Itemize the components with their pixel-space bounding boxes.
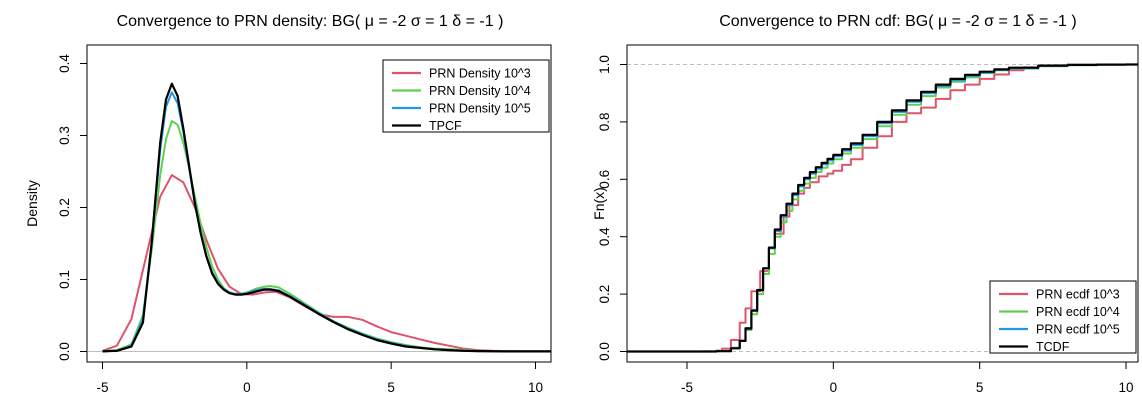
chart-2-legend-label-2: PRN ecdf 10^4 xyxy=(1036,305,1120,319)
chart-2-y-axis-label: Fn(x) xyxy=(591,187,607,220)
chart-1-y-tick-label: 0.0 xyxy=(57,342,72,361)
chart-2-title: Convergence to PRN cdf: BG( μ = -2 σ = 1… xyxy=(719,13,1076,30)
chart-2-x-tick-label: -5 xyxy=(681,380,693,395)
chart-2-y-tick-label: 0.8 xyxy=(597,113,612,132)
chart-1-x-tick-label: 0 xyxy=(243,380,251,395)
chart-1-x-tick-label: -5 xyxy=(96,380,108,395)
chart-1-legend-label-2: PRN Density 10^4 xyxy=(429,84,531,98)
chart-1-x-tick-label: 10 xyxy=(528,380,543,395)
chart-2-series-4-line xyxy=(627,63,1138,353)
chart-2-y-tick-label: 1.0 xyxy=(597,55,612,74)
chart-1-legend-label-4: TPCF xyxy=(429,119,462,133)
chart-1-y-tick-label: 0.4 xyxy=(57,54,72,73)
chart-1-y-tick-label: 0.3 xyxy=(57,126,72,145)
chart-2-y-tick-label: 0.4 xyxy=(597,227,612,246)
chart-2-x-tick-label: 5 xyxy=(976,380,984,395)
chart-2-y-tick-label: 0.0 xyxy=(597,342,612,361)
chart-2-legend-label-4: TCDF xyxy=(1036,340,1070,354)
chart-2-x-tick-label: 10 xyxy=(1118,380,1133,395)
chart-1-title: Convergence to PRN density: BG( μ = -2 σ… xyxy=(117,13,504,30)
chart-1-series-1-line xyxy=(102,174,551,353)
chart-2-y-tick-label: 0.6 xyxy=(597,170,612,189)
chart-2-y-tick-label: 0.2 xyxy=(597,285,612,304)
chart-2-x-tick-label: 0 xyxy=(830,380,838,395)
chart-1-series-4-line xyxy=(102,82,551,353)
chart-2-legend-label-1: PRN ecdf 10^3 xyxy=(1036,288,1120,302)
chart-1-y-tick-label: 0.2 xyxy=(57,198,72,217)
chart-1-y-axis-label: Density xyxy=(24,180,40,227)
chart-1-y-tick-label: 0.1 xyxy=(57,270,72,289)
chart-1-legend-label-3: PRN Density 10^5 xyxy=(429,102,531,116)
chart-2-legend-label-3: PRN ecdf 10^5 xyxy=(1036,323,1120,337)
chart-1-x-tick-label: 5 xyxy=(387,380,395,395)
chart-1-legend-label-1: PRN Density 10^3 xyxy=(429,67,531,81)
